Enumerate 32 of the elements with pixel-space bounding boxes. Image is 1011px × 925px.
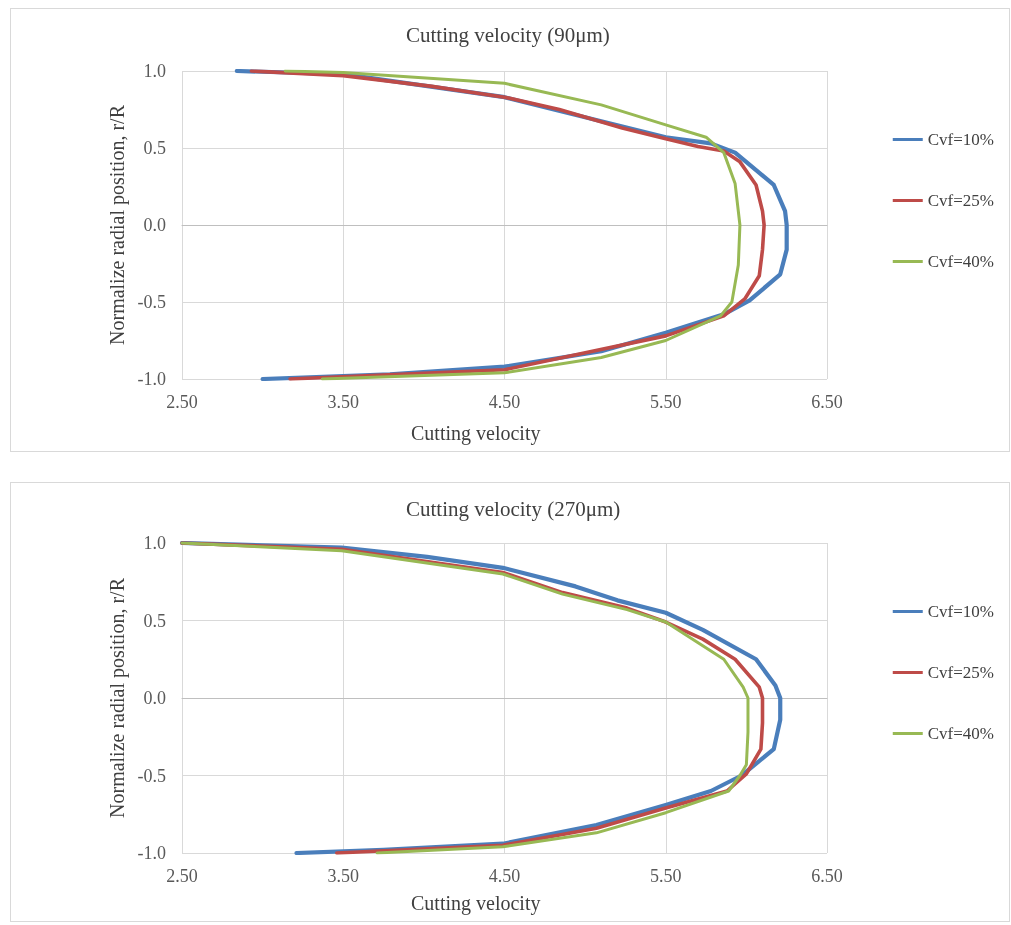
y-tick-label: 0.0 [143, 215, 166, 235]
y-tick-label: -0.5 [137, 765, 166, 786]
x-tick-label: 4.50 [488, 392, 521, 412]
legend-label: Cvf=40% [927, 252, 994, 271]
y-tick-label: 0.5 [143, 138, 166, 158]
y-tick-label: -1.0 [137, 843, 166, 863]
chart-title: Cutting velocity (90μm) [406, 22, 610, 47]
x-tick-label: 5.50 [650, 866, 682, 886]
legend-label: Cvf=10% [927, 130, 994, 149]
x-tick-label: 3.50 [327, 866, 359, 886]
legend-label: Cvf=25% [927, 663, 994, 682]
legend-label: Cvf=25% [927, 191, 994, 210]
y-axis-title: Normalize radial position, r/R [105, 577, 129, 818]
chart-title: Cutting velocity (270μm) [406, 496, 621, 521]
legend-label: Cvf=10% [927, 602, 994, 621]
y-axis-title: Normalize radial position, r/R [105, 104, 129, 345]
x-tick-label: 3.50 [327, 392, 359, 412]
x-tick-label: 6.50 [811, 866, 843, 886]
x-axis-title: Cutting velocity [411, 892, 541, 915]
y-tick-label: 1.0 [143, 533, 166, 553]
x-tick-label: 6.50 [811, 392, 843, 412]
y-tick-label: 1.0 [143, 61, 166, 81]
y-tick-label: -1.0 [137, 369, 166, 389]
x-tick-label: 5.50 [650, 392, 682, 412]
x-tick-label: 4.50 [488, 866, 521, 886]
y-tick-label: 0.0 [143, 688, 166, 708]
x-tick-label: 2.50 [166, 866, 198, 886]
x-tick-label: 2.50 [166, 392, 198, 412]
x-axis-title: Cutting velocity [411, 422, 541, 445]
y-tick-label: -0.5 [137, 292, 166, 312]
y-tick-label: 0.5 [143, 610, 166, 631]
legend-label: Cvf=40% [927, 724, 994, 743]
